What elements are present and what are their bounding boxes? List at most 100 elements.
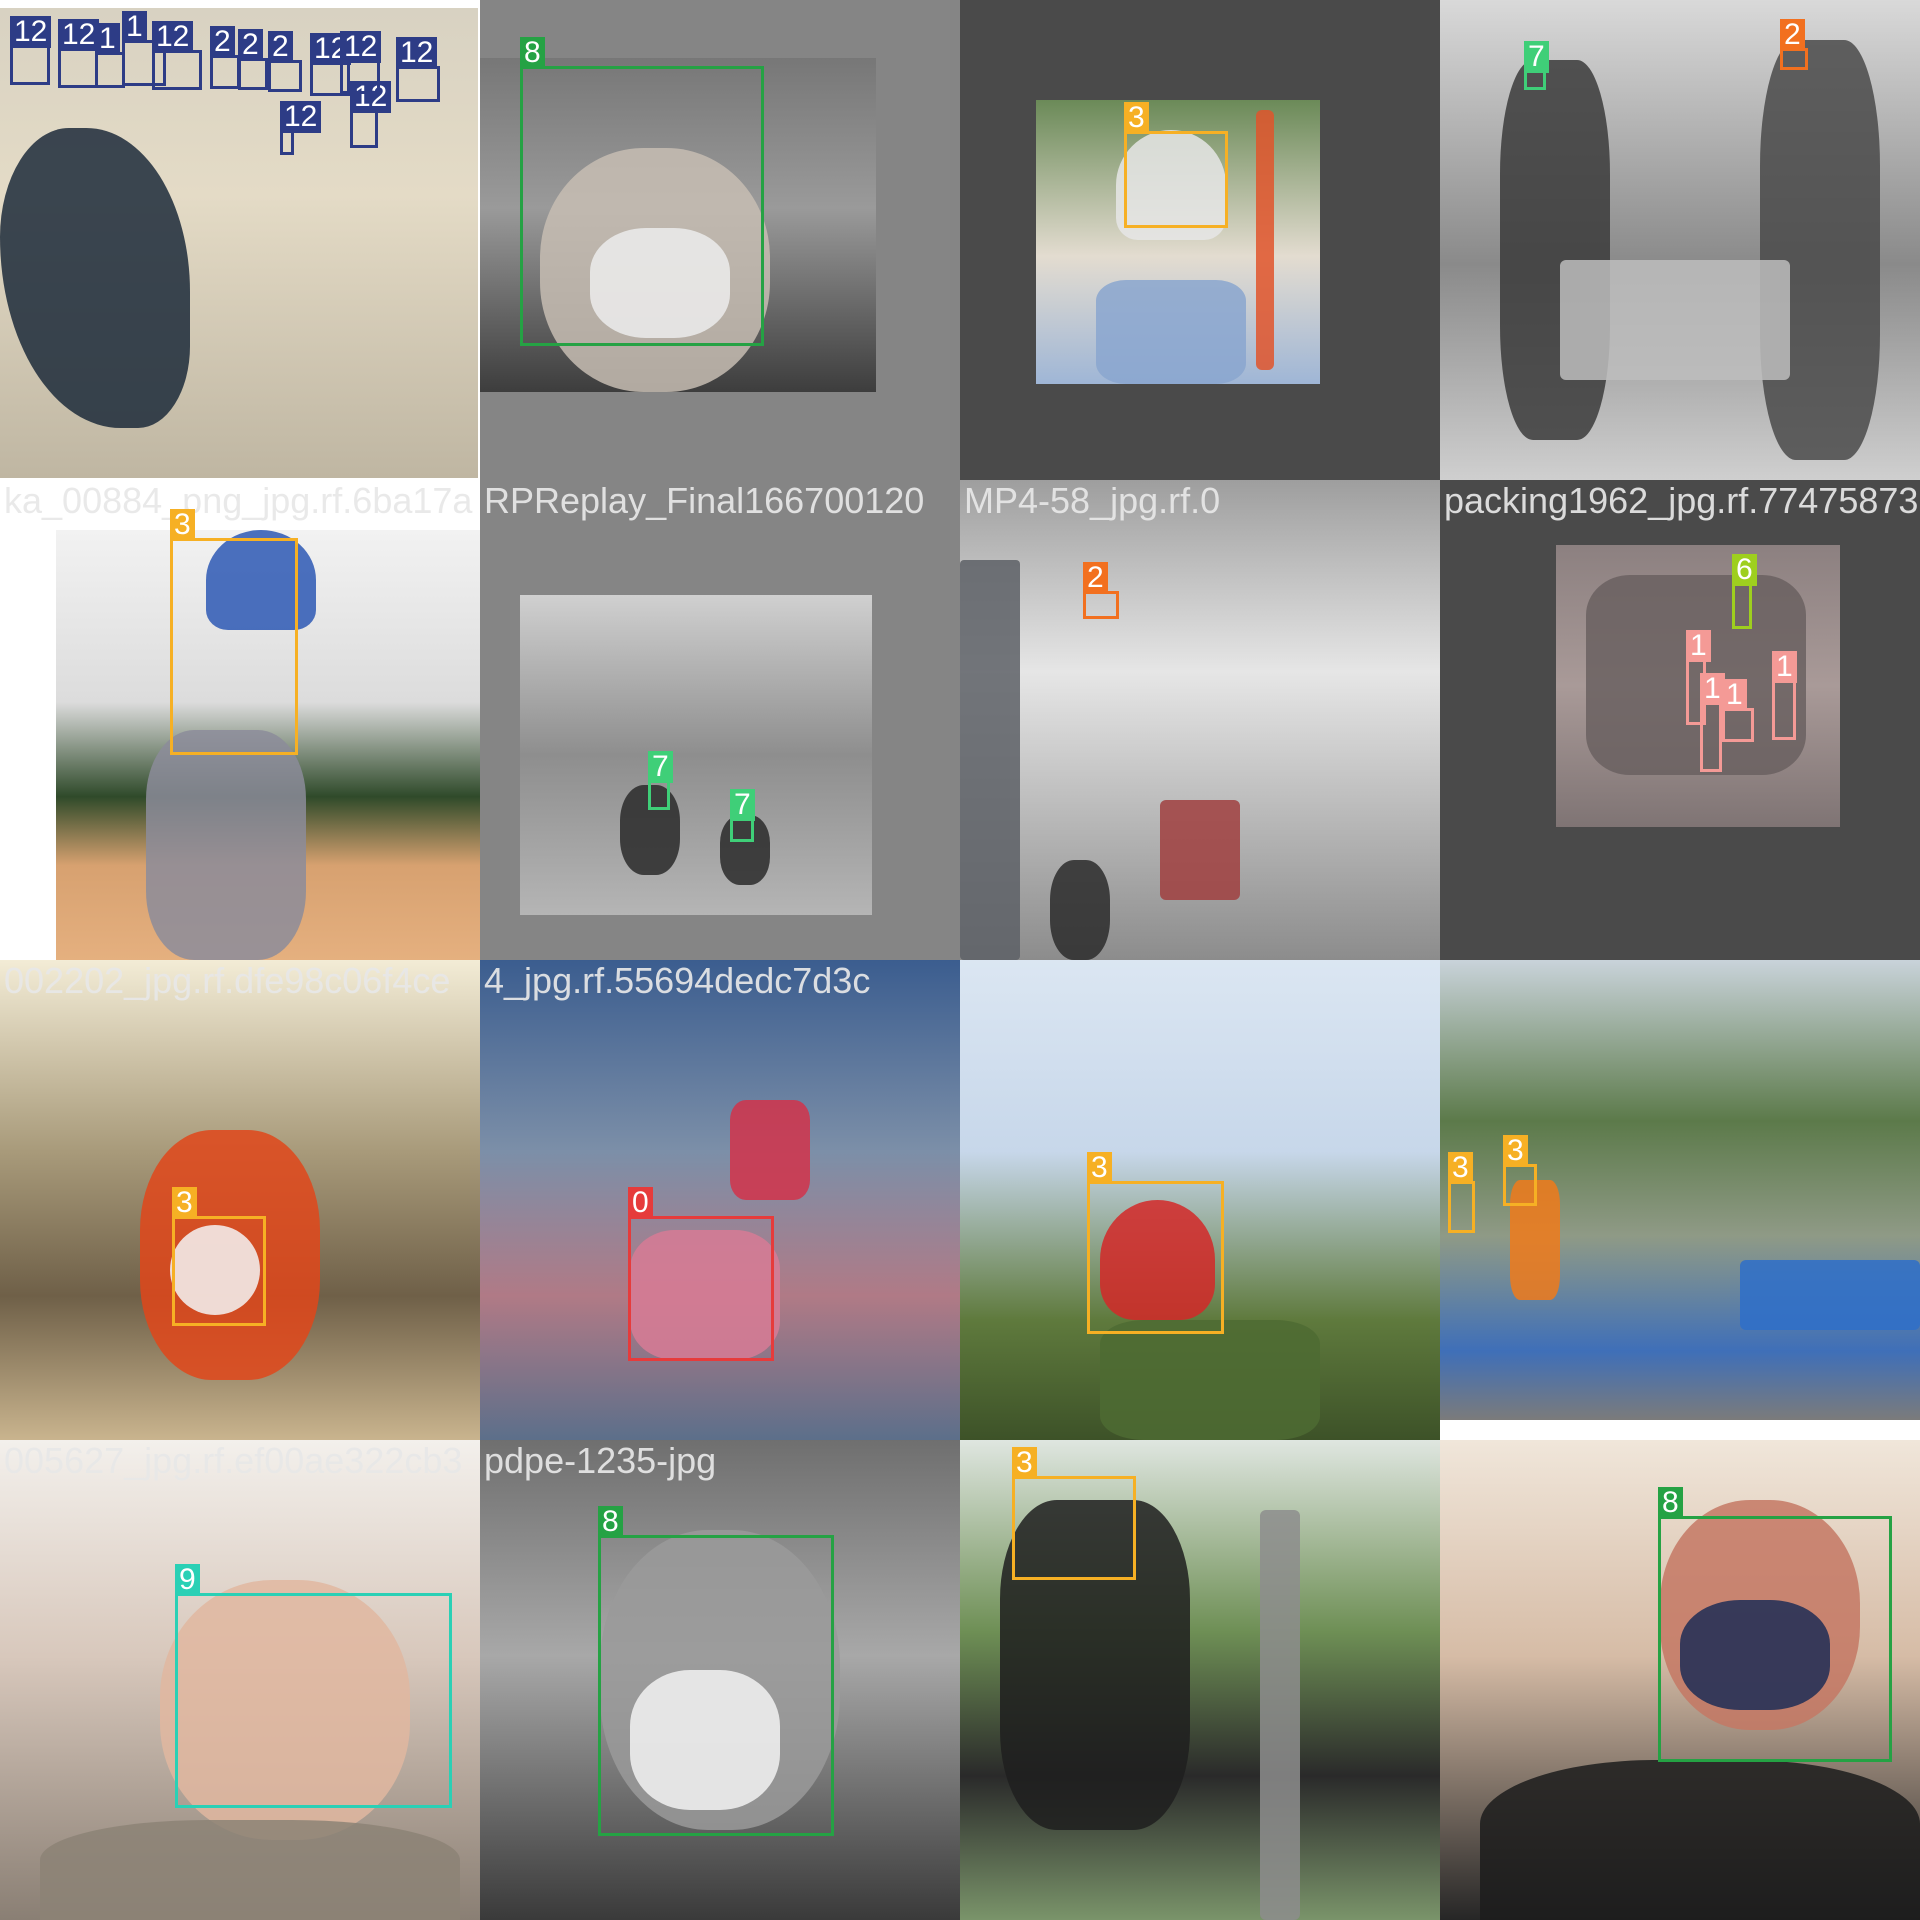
- bounding-box: 0: [628, 1187, 774, 1361]
- scene-shape: [0, 128, 190, 428]
- bounding-box: 8: [1658, 1487, 1892, 1762]
- scene-shape: [590, 228, 730, 338]
- class-label: 12: [152, 21, 194, 53]
- class-label: 3: [1124, 102, 1149, 134]
- scene-shape: [720, 815, 770, 885]
- class-label: 3: [172, 1187, 197, 1219]
- class-label: 3: [1448, 1152, 1473, 1184]
- training-photo: [1440, 960, 1920, 1420]
- bounding-box: 3: [1012, 1447, 1136, 1580]
- scene-shape: [1100, 1200, 1215, 1320]
- bounding-box: 12: [152, 21, 202, 90]
- scene-shape: [170, 1225, 260, 1315]
- class-label: 8: [520, 37, 545, 69]
- training-photo: [1036, 100, 1320, 384]
- scene-shape: [1000, 1500, 1190, 1830]
- bounding-box: 1: [1700, 673, 1725, 772]
- scene-shape: [1050, 860, 1110, 960]
- bounding-box: 12: [396, 37, 440, 102]
- training-photo: [520, 595, 872, 915]
- training-photo: [1440, 1440, 1920, 1920]
- bounding-box: 3: [1087, 1152, 1224, 1334]
- scene-shape: [630, 1230, 780, 1360]
- training-photo: [960, 960, 1440, 1440]
- class-label: 9: [175, 1564, 200, 1596]
- bounding-box: 1: [122, 11, 166, 86]
- class-label: 12: [280, 101, 322, 133]
- scene-shape: [1560, 260, 1790, 380]
- tile-filename: 4_jpg.rf.55694dedc7d3c: [484, 960, 871, 1001]
- scene-shape: [1116, 130, 1226, 240]
- image-tile: RPReplay_Final166700120 7 7: [480, 480, 960, 960]
- tile-filename: packing1962_jpg.rf.77475873: [1444, 480, 1919, 521]
- bounding-box: 1: [95, 23, 125, 88]
- training-photo: [1556, 545, 1840, 827]
- class-label: 2: [1780, 19, 1805, 51]
- class-label: 3: [1012, 1447, 1037, 1479]
- scene-shape: [1100, 1320, 1320, 1440]
- bounding-box: 12: [10, 16, 52, 85]
- class-label: 3: [1503, 1135, 1528, 1167]
- bounding-box: 2: [1780, 19, 1808, 70]
- class-label: 2: [268, 31, 293, 63]
- training-photo: [1440, 0, 1920, 480]
- image-tile: 005627_jpg.rf.ef00ae322cb3 9: [0, 1440, 480, 1920]
- class-label: 3: [1087, 1152, 1112, 1184]
- training-photo: [480, 960, 960, 1440]
- bounding-box: 2: [268, 31, 302, 92]
- training-photo: [960, 480, 1440, 960]
- image-tile: 3: [960, 1440, 1440, 1920]
- tile-filename: ka_00884_png_jpg.rf.6ba17a: [4, 480, 473, 521]
- tile-filename: 002202_jpg.rf.dfe98c06f4ce: [4, 960, 451, 1001]
- class-label: 1: [95, 23, 120, 55]
- scene-shape: [40, 1820, 460, 1920]
- class-label: 12: [396, 37, 438, 69]
- bounding-box: 2: [210, 26, 240, 89]
- bounding-box: 8: [520, 37, 764, 346]
- training-photo: [0, 960, 480, 1440]
- scene-shape: [630, 1670, 780, 1810]
- image-tile: 8: [1440, 1440, 1920, 1920]
- training-photo: [960, 1440, 1440, 1920]
- bounding-box: 7: [1524, 41, 1549, 90]
- bounding-box: 12: [280, 101, 322, 155]
- class-label: 1: [122, 11, 147, 43]
- image-tile: 12 12 1 1 12 2 2 2 12 12 12 12 12: [0, 0, 480, 480]
- scene-shape: [1760, 40, 1880, 460]
- scene-shape: [1256, 110, 1274, 370]
- bounding-box: 2: [1083, 562, 1119, 619]
- class-label: 2: [1083, 562, 1108, 594]
- scene-shape: [1586, 575, 1806, 775]
- bounding-box: 1: [1722, 679, 1754, 742]
- scene-shape: [730, 1100, 810, 1200]
- scene-shape: [146, 730, 306, 960]
- scene-shape: [960, 560, 1020, 960]
- class-label: 2: [210, 26, 235, 58]
- bounding-box: 1: [1772, 651, 1797, 740]
- bounding-box: 3: [1503, 1135, 1537, 1206]
- bounding-box: 3: [1448, 1152, 1475, 1233]
- class-label: 12: [10, 16, 52, 48]
- tile-filename: 005627_jpg.rf.ef00ae322cb3: [4, 1440, 463, 1481]
- class-label: 1: [1686, 630, 1711, 662]
- tile-filename: RPReplay_Final166700120: [484, 480, 925, 521]
- class-label: 6: [1732, 554, 1757, 586]
- image-tile: 8: [480, 0, 960, 480]
- scene-shape: [1500, 60, 1610, 440]
- bounding-box: 7: [648, 751, 673, 810]
- bounding-box: 12: [58, 19, 100, 88]
- scene-shape: [1740, 1260, 1920, 1330]
- bounding-box: 12: [350, 81, 392, 148]
- scene-shape: [160, 1580, 410, 1840]
- class-label: 8: [598, 1506, 623, 1538]
- scene-shape: [1096, 280, 1246, 384]
- class-label: 8: [1658, 1487, 1683, 1519]
- class-label: 3: [170, 509, 195, 541]
- scene-shape: [1680, 1600, 1830, 1710]
- bounding-box: 2: [238, 29, 268, 90]
- class-label: 7: [648, 751, 673, 783]
- image-tile: pdpe-1235-jpg 8: [480, 1440, 960, 1920]
- tile-filename: MP4-58_jpg.rf.0: [964, 480, 1221, 521]
